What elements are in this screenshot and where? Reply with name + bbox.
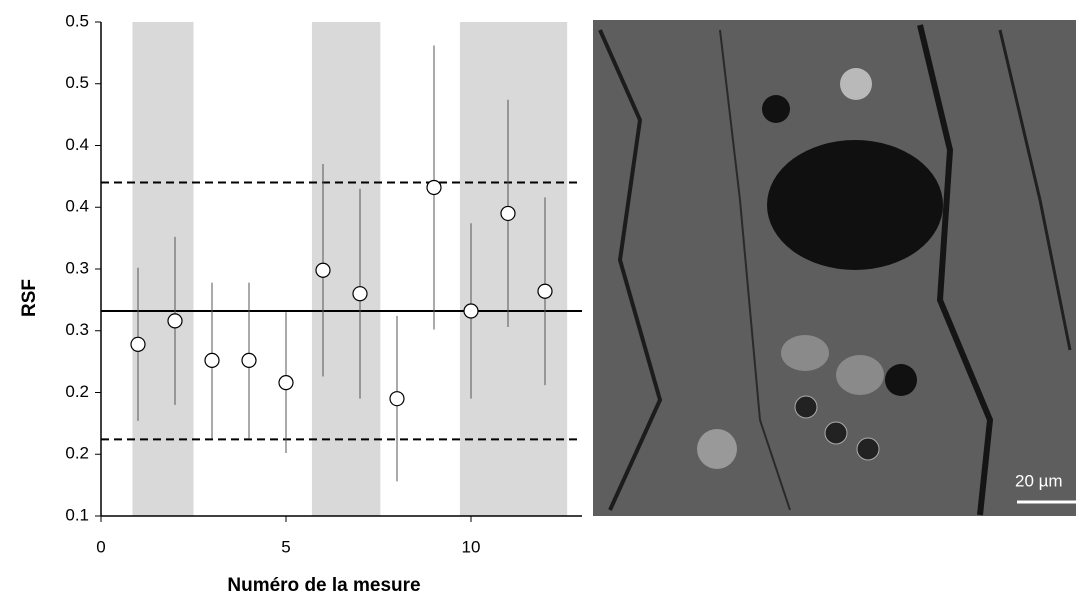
shaded-band (459, 22, 568, 516)
spot (836, 355, 884, 395)
data-point (426, 179, 442, 196)
data-point (278, 375, 294, 391)
y-tick-label: 0.4 (65, 135, 89, 154)
data-point (241, 352, 257, 368)
crack (598, 29, 663, 511)
micrograph: 20 µm (593, 20, 1076, 516)
data-point (500, 205, 516, 222)
plot: 0.1 0.2 0.2 0.3 0.3 0.4 0.4 0.5 0.5 0 5 10 (65, 11, 582, 556)
x-tick-label: 5 (281, 537, 290, 556)
data-point (463, 303, 479, 319)
x-tick-label: 10 (462, 537, 481, 556)
y-tick-label: 0.4 (65, 197, 89, 216)
spot (840, 68, 872, 100)
data-point (315, 262, 331, 278)
crack (917, 24, 994, 516)
spot (697, 429, 737, 469)
data-point (204, 352, 220, 368)
data-point (352, 286, 368, 302)
pit (885, 364, 917, 396)
y-axis-title: RSF (19, 279, 40, 317)
data-point (537, 283, 553, 299)
crack (998, 29, 1072, 351)
scale-bar-label: 20 µm (1015, 471, 1063, 490)
x-axis-title: Numéro de la mesure (227, 575, 420, 596)
shaded-band (132, 22, 194, 516)
pit (762, 95, 790, 123)
crater (767, 140, 943, 270)
x-tick-label: 0 (96, 537, 105, 556)
pit (824, 421, 848, 445)
pit (856, 437, 880, 461)
y-tick-label: 0.3 (65, 320, 89, 339)
pit (794, 395, 818, 419)
data-point (389, 391, 405, 407)
data-point (167, 313, 183, 329)
data-point (130, 336, 146, 352)
y-tick-label: 0.5 (65, 11, 89, 30)
y-tick-label: 0.3 (65, 258, 89, 277)
y-tick-label: 0.1 (65, 505, 89, 524)
y-tick-label: 0.2 (65, 382, 89, 401)
y-tick-label: 0.5 (65, 73, 89, 92)
crack (719, 29, 791, 511)
spot (781, 335, 829, 371)
y-tick-label: 0.2 (65, 444, 89, 463)
